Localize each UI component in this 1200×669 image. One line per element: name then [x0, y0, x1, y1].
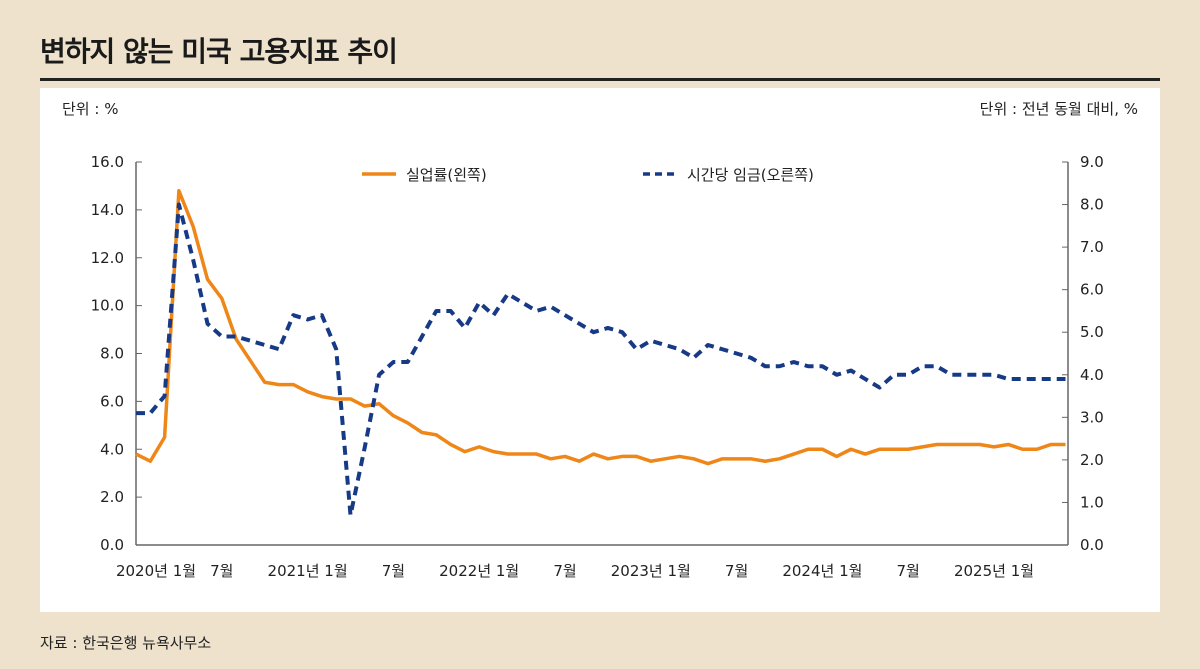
right-unit-label: 단위 : 전년 동월 대비, % — [979, 100, 1138, 118]
series-line-wages — [136, 202, 1066, 518]
source-note: 자료 : 한국은행 뉴욕사무소 — [40, 634, 212, 652]
chart-panel — [40, 88, 1160, 612]
left-tick-label: 2.0 — [100, 488, 124, 506]
right-tick-label: 3.0 — [1080, 408, 1104, 426]
x-tick-label: 7월 — [382, 562, 405, 580]
x-tick-label: 2024년 1월 — [782, 562, 862, 580]
legend-label: 실업률(왼쪽) — [406, 166, 487, 184]
left-tick-label: 16.0 — [91, 153, 124, 171]
right-tick-label: 4.0 — [1080, 366, 1104, 384]
right-tick-label: 6.0 — [1080, 281, 1104, 299]
legend-label: 시간당 임금(오른쪽) — [687, 166, 814, 184]
x-tick-label: 7월 — [725, 562, 748, 580]
left-tick-label: 4.0 — [100, 440, 124, 458]
x-tick-label: 2022년 1월 — [439, 562, 519, 580]
x-tick-label: 2020년 1월 — [116, 562, 196, 580]
x-tick-label: 2021년 1월 — [268, 562, 348, 580]
chart-title: 변하지 않는 미국 고용지표 추이 — [40, 35, 398, 68]
right-tick-label: 1.0 — [1080, 493, 1104, 511]
left-tick-label: 0.0 — [100, 536, 124, 554]
x-tick-label: 7월 — [897, 562, 920, 580]
left-tick-label: 14.0 — [91, 201, 124, 219]
right-tick-label: 8.0 — [1080, 196, 1104, 214]
title-divider — [40, 78, 1160, 81]
left-tick-label: 10.0 — [91, 297, 124, 315]
left-tick-label: 6.0 — [100, 392, 124, 410]
right-tick-label: 5.0 — [1080, 323, 1104, 341]
x-tick-label: 2025년 1월 — [954, 562, 1034, 580]
right-tick-label: 9.0 — [1080, 153, 1104, 171]
right-tick-label: 2.0 — [1080, 451, 1104, 469]
x-tick-label: 7월 — [210, 562, 233, 580]
x-tick-label: 2023년 1월 — [611, 562, 691, 580]
right-tick-label: 7.0 — [1080, 238, 1104, 256]
left-tick-label: 8.0 — [100, 345, 124, 363]
left-tick-label: 12.0 — [91, 249, 124, 267]
left-unit-label: 단위 : % — [62, 100, 119, 118]
right-tick-label: 0.0 — [1080, 536, 1104, 554]
series-line-unemployment — [135, 188, 1066, 466]
x-tick-label: 7월 — [553, 562, 576, 580]
